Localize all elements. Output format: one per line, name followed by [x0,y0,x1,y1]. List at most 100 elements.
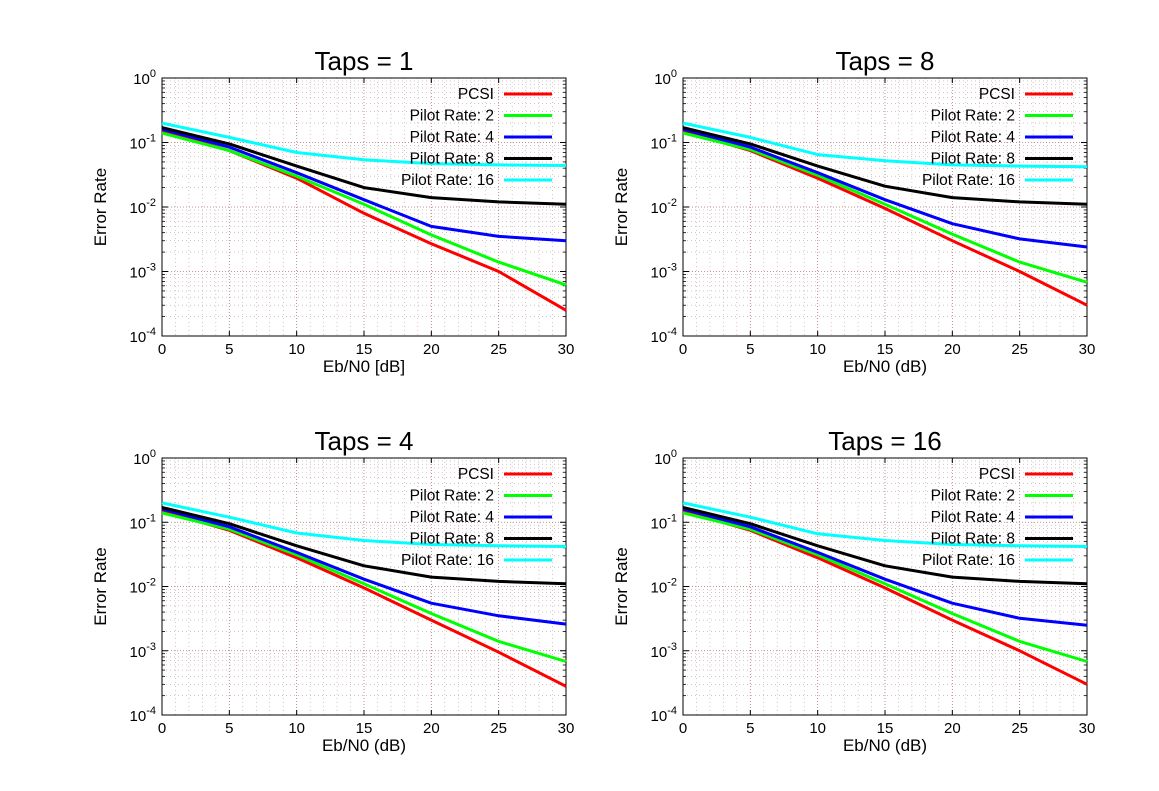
x-tick-label: 0 [158,341,166,358]
series-line-pilot-rate-2 [682,511,1088,663]
legend-label: Pilot Rate: 8 [410,151,494,168]
legend-label: Pilot Rate: 2 [410,488,494,505]
y-tick-label: 10-4 [651,705,677,725]
chart-panel-1: 0 5 10 15 20 25 30 100 10-1 10-2 10-3 10-4 PCSI Pilot… [91,46,574,376]
legend-label: Pilot Rate: 16 [922,552,1015,569]
x-tick-label: 25 [490,720,507,737]
x-tick-label: 30 [1079,720,1096,737]
y-tick-label: 100 [133,448,156,468]
series-line-pilot-rate-16 [682,121,1088,169]
y-tick-label: 100 [654,448,677,468]
series-line-pilot-rate-8 [682,126,1088,206]
legend-label: Pilot Rate: 2 [931,108,1015,125]
legend-label: Pilot Rate: 8 [931,151,1015,168]
x-tick-label: 10 [809,341,826,358]
series-group [161,501,567,688]
chart-title: Taps = 8 [835,46,934,76]
x-tick-label: 5 [225,341,233,358]
y-axis-label: Error Rate [91,547,110,625]
series-line-pilot-rate-4 [682,507,1088,627]
x-tick-label: 30 [1079,341,1096,358]
legend-label: Pilot Rate: 4 [410,129,495,146]
x-tick-label: 10 [809,720,826,737]
x-axis-label: Eb/N0 (dB) [843,736,927,755]
y-tick-label: 10-2 [651,577,677,597]
x-tick-label: 5 [746,341,754,358]
x-tick-label: 30 [558,720,575,737]
legend-label: Pilot Rate: 16 [922,172,1015,189]
series-line-pilot-rate-4 [161,127,567,243]
legend-label: Pilot Rate: 8 [931,531,1015,548]
legend-label: PCSI [458,466,494,483]
chart-title: Taps = 16 [828,426,941,456]
x-tick-label: 15 [877,720,894,737]
series-line-pilot-rate-2 [161,511,567,663]
legend-label: PCSI [458,86,494,103]
x-tick-label: 10 [288,341,305,358]
y-tick-label: 10-3 [130,641,156,661]
series-line-pilot-rate-16 [682,501,1088,548]
x-tick-label: 20 [423,720,440,737]
x-tick-label: 15 [356,720,373,737]
series-line-pilot-rate-4 [682,127,1088,249]
y-tick-label: 10-2 [130,197,156,217]
legend-label: Pilot Rate: 4 [410,509,495,526]
chart-title: Taps = 1 [314,46,413,76]
y-tick-label: 10-1 [130,133,156,153]
x-tick-label: 15 [877,341,894,358]
x-axis-label: Eb/N0 (dB) [322,736,406,755]
series-line-pilot-rate-2 [161,131,567,287]
x-tick-label: 0 [158,720,166,737]
series-group [682,121,1088,307]
x-tick-label: 30 [558,341,575,358]
x-tick-label: 25 [490,341,507,358]
legend: PCSI Pilot Rate: 2 Pilot Rate: 4 Pilot Rate… [401,466,552,569]
y-tick-label: 10-1 [651,512,677,532]
y-tick-label: 100 [133,68,156,88]
chart-panel-4: 0 5 10 15 20 25 30 100 10-1 10-2 10-3 10-4 PCSI Pilot… [612,426,1095,755]
chart-panel-3: 0 5 10 15 20 25 30 100 10-1 10-2 10-3 10-4 PCSI Pilot… [91,426,574,755]
y-tick-label: 10-3 [651,262,677,282]
x-tick-label: 25 [1011,720,1028,737]
series-line-pilot-rate-16 [161,121,567,167]
x-tick-label: 20 [944,720,961,737]
y-axis-label: Error Rate [612,168,631,246]
y-tick-label: 10-3 [651,641,677,661]
y-axis-label: Error Rate [91,168,110,246]
series-group [161,121,567,312]
legend-label: Pilot Rate: 4 [931,509,1016,526]
chart-panel-2: 0 5 10 15 20 25 30 100 10-1 10-2 10-3 10-4 PCSI Pilot… [612,46,1095,376]
legend-label: Pilot Rate: 2 [410,108,494,125]
series-line-pilot-rate-16 [161,501,567,548]
grid [162,458,566,715]
series-line-pilot-rate-4 [161,507,567,626]
grid [683,458,1087,715]
x-tick-label: 5 [225,720,233,737]
legend-label: Pilot Rate: 16 [401,172,494,189]
y-axis-label: Error Rate [612,547,631,625]
y-tick-label: 10-4 [130,705,156,725]
x-axis-label: Eb/N0 [dB] [323,357,405,376]
series-group [682,501,1088,686]
legend-label: Pilot Rate: 2 [931,488,1015,505]
y-tick-label: 10-1 [130,512,156,532]
legend: PCSI Pilot Rate: 2 Pilot Rate: 4 Pilot Rate… [401,86,552,189]
legend: PCSI Pilot Rate: 2 Pilot Rate: 4 Pilot Rate… [922,86,1073,189]
legend-label: Pilot Rate: 4 [931,129,1016,146]
y-tick-label: 10-4 [651,326,677,346]
y-tick-label: 10-2 [130,577,156,597]
y-tick-label: 10-2 [651,197,677,217]
legend-label: PCSI [979,466,1015,483]
y-tick-label: 10-3 [130,262,156,282]
legend-label: Pilot Rate: 16 [401,552,494,569]
x-tick-label: 20 [423,341,440,358]
x-tick-label: 10 [288,720,305,737]
x-tick-label: 5 [746,720,754,737]
series-line-pilot-rate-8 [161,126,567,206]
series-line-pilot-rate-2 [682,131,1088,284]
x-tick-label: 0 [679,341,687,358]
x-tick-label: 25 [1011,341,1028,358]
x-tick-label: 15 [356,341,373,358]
y-tick-label: 10-1 [651,133,677,153]
